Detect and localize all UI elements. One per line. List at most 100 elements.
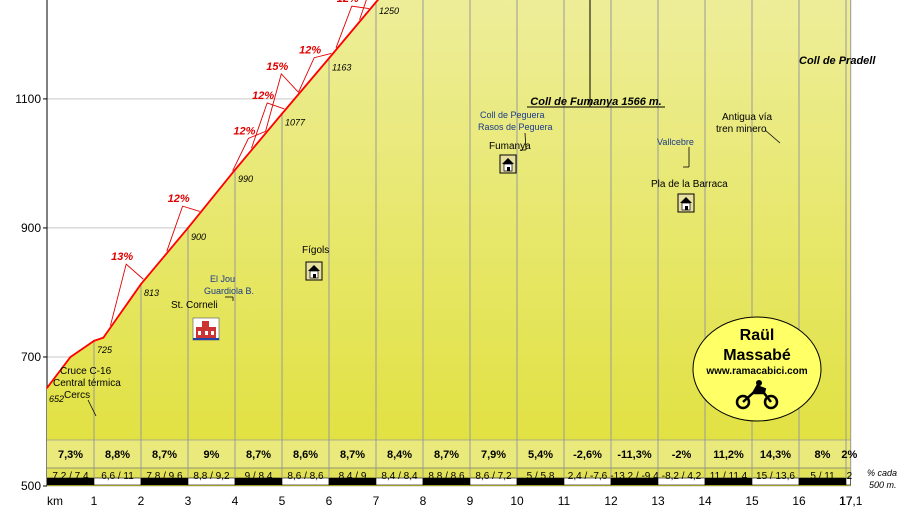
segment-range: 6,6 / 11 [101, 471, 134, 482]
house-icon [305, 261, 323, 281]
x-tick-label: 14 [698, 494, 712, 508]
grade-band [47, 440, 851, 468]
segment-grade: 7,9% [481, 449, 506, 461]
y-tick-label: 700 [21, 350, 41, 364]
segment-range: -13,2 / -9,4 [610, 471, 659, 482]
segment-grade: 8,8% [105, 449, 130, 461]
place-label: El Jou [210, 274, 235, 284]
x-tick-label: 17 [839, 494, 853, 508]
monastery-icon-window [205, 331, 208, 335]
segment-grade: 11,2% [713, 449, 744, 461]
steep-pitch-marker [298, 53, 332, 93]
profile-line-segment [102, 283, 142, 339]
monastery-icon [192, 317, 220, 341]
place-label: Fígols [302, 245, 329, 256]
house-icon-door [313, 274, 316, 278]
cyclist-icon-head [756, 380, 762, 386]
x-tick-label: 15 [745, 494, 759, 508]
chart-title: Coll de Pradell [799, 55, 876, 67]
segment-range: 5 / 5,8 [527, 471, 555, 482]
km-scale-block [845, 477, 851, 486]
steep-pitch-label: 13% [111, 251, 133, 263]
place-leader-line [87, 399, 97, 417]
x-tick-label: 6 [326, 494, 333, 508]
y-tick-label: 900 [21, 221, 41, 235]
elevation-label: 1163 [332, 62, 351, 72]
segment-range: 15 / 13,6 [756, 471, 795, 482]
segment-range: 2 [847, 471, 853, 482]
monastery-icon-base [193, 338, 219, 340]
elevation-label: 900 [191, 232, 206, 242]
profile-line-segment [328, 1, 377, 60]
segment-grade: -11,3% [617, 449, 651, 461]
legend-label: 500 m. [869, 480, 897, 490]
monastery-icon-window [211, 331, 214, 335]
cyclist-icon-wheel [763, 394, 779, 410]
badge-url: www.ramacabici.com [705, 366, 807, 377]
profile-line-segment [46, 356, 72, 389]
segment-range: 5 / 11 [810, 471, 835, 482]
place-label: Antigua vía [722, 112, 772, 123]
steep-pitch-marker [166, 205, 200, 252]
segment-range: 8,8 / 8,6 [428, 471, 465, 482]
cyclist-icon-rider [752, 384, 767, 394]
elevation-label: 652 [49, 394, 64, 404]
profile-area-layer [46, 0, 851, 486]
steep-pitch-marker [359, 0, 367, 20]
elevation-label: 1077 [285, 118, 306, 128]
segment-grade: -2,6% [573, 449, 602, 461]
steep-pitch-label: 12% [168, 193, 190, 205]
place-label: Guardiola B. [204, 286, 254, 296]
place-label: Coll de Peguera [480, 110, 545, 120]
house-icon [677, 193, 695, 213]
x-tick-label: 2 [138, 494, 145, 508]
y-tick-label: 500 [21, 479, 41, 493]
segment-range: 7,8 / 9,6 [146, 471, 183, 482]
pass-label: Coll de Fumanya 1566 m. [530, 96, 661, 108]
badge-name-line2: Massabé [723, 347, 791, 364]
x-tick-label: 12 [604, 494, 618, 508]
labels-layer: 6527258139009901077116312501334142115001… [49, 0, 897, 490]
segment-grade: 8,4% [387, 449, 412, 461]
steep-pitch-label: 12% [337, 0, 359, 5]
place-label: Cruce C-16 [60, 366, 112, 377]
steep-pitch-label: 12% [299, 45, 321, 57]
segment-range: 11 / 11,4 [710, 471, 748, 482]
segment-range: 7,2 / 7,4 [52, 471, 89, 482]
segment-range: 8,8 / 9,2 [193, 471, 230, 482]
house-icon-door [685, 206, 688, 210]
segment-grade: 5,4% [528, 449, 553, 461]
place-leader-line [524, 132, 527, 151]
segment-grade: 7,3% [58, 449, 83, 461]
cyclist-icon-wheel [735, 394, 751, 410]
segment-grade: 8,7% [434, 449, 459, 461]
range-band [47, 468, 851, 478]
place-label: Vallcebre [657, 137, 694, 147]
badge-name-line1: Raül [740, 327, 775, 344]
profile-line-segment [69, 339, 95, 358]
house-icon-roof [308, 265, 320, 271]
profile-area [47, 0, 851, 486]
place-label: Rasos de Peguera [478, 122, 553, 132]
steep-pitch-marker [265, 72, 299, 132]
house-icon-door [507, 167, 510, 171]
x-tick-label: 17,1 [839, 494, 863, 508]
house-icon-roof [502, 158, 514, 164]
profile-line-segment [234, 112, 283, 171]
x-tick-label: 11 [558, 494, 571, 508]
elevation-label: 813 [144, 288, 159, 298]
segment-range: -8,2 / 4,2 [662, 471, 702, 482]
x-tick-label: 5 [279, 494, 286, 508]
house-icon [499, 154, 517, 174]
profile-line-segment [281, 57, 330, 115]
steep-pitch-marker [251, 102, 285, 149]
steep-pitch-marker [110, 263, 144, 326]
segment-range: 9 / 8,4 [245, 471, 273, 482]
elevation-label: 725 [97, 345, 113, 355]
profile-line-segment [187, 168, 236, 229]
place-label: St. Corneli [171, 300, 218, 311]
place-label: Pla de la Barraca [651, 179, 728, 190]
segment-grade: 8,7% [246, 449, 271, 461]
segment-range: 8,6 / 8,6 [287, 471, 324, 482]
segment-grade: 2% [841, 449, 857, 461]
